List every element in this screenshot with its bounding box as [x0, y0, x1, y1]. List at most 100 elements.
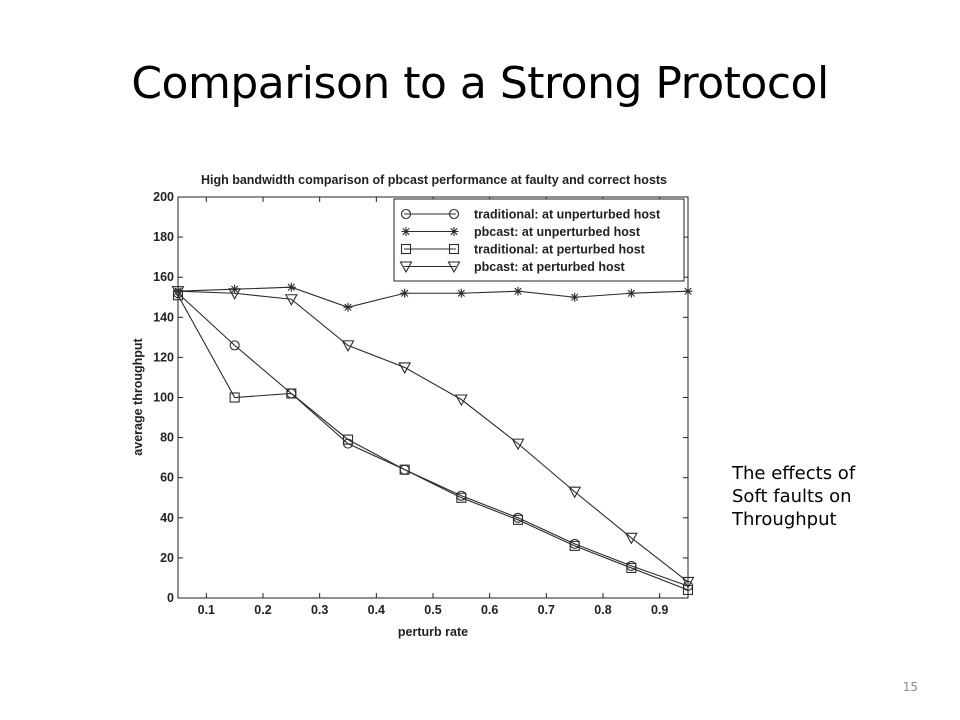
data-point [399, 464, 410, 475]
side-note: The effects of Soft faults on Throughput [732, 462, 892, 531]
square-marker-shape [626, 562, 637, 573]
legend-entry: pbcast: at unperturbed host [401, 225, 641, 239]
square-marker-shape [448, 243, 460, 255]
x-tick-label: 0.9 [651, 603, 668, 617]
triangle-marker-shape [398, 362, 412, 375]
data-point [683, 286, 693, 296]
triangle-marker-shape [341, 340, 355, 353]
data-point [398, 362, 412, 375]
square-marker-shape [569, 540, 580, 551]
y-tick-label: 200 [153, 190, 174, 204]
series-line [177, 290, 689, 583]
legend-marker [449, 227, 459, 236]
star-marker-stroke [627, 289, 635, 297]
data-point [341, 340, 355, 353]
square-marker-shape [286, 388, 297, 399]
legend-entry: traditional: at perturbed host [400, 243, 646, 257]
x-axis-label: perturb rate [398, 625, 468, 639]
x-tick-label: 0.6 [481, 603, 498, 617]
star-marker-stroke [571, 293, 579, 301]
x-tick-label: 0.4 [368, 603, 385, 617]
series-line [177, 294, 689, 591]
data-point [682, 584, 694, 596]
side-note-line-3: Throughput [732, 509, 837, 530]
circle-marker-shape [229, 340, 240, 351]
star-marker-stroke [457, 289, 465, 297]
data-point [400, 288, 410, 298]
triangle-marker-shape [681, 576, 695, 589]
square-marker-shape [400, 243, 412, 255]
star-marker-stroke [684, 287, 692, 295]
y-tick-label: 180 [153, 230, 174, 244]
y-tick-label: 120 [153, 350, 174, 364]
slide-title: Comparison to a Strong Protocol [131, 58, 829, 109]
x-tick-label: 0.8 [594, 603, 611, 617]
triangle-marker-shape [454, 394, 468, 407]
square-marker-shape [172, 290, 184, 301]
data-point [626, 288, 636, 298]
star-marker-stroke [401, 289, 409, 297]
legend-marker [448, 243, 460, 255]
data-point [454, 394, 468, 407]
y-tick-label: 0 [167, 591, 174, 605]
y-tick-label: 60 [160, 471, 174, 485]
legend-label: traditional: at unperturbed host [474, 208, 661, 222]
data-point [626, 562, 637, 573]
data-point [228, 288, 242, 300]
triangle-marker-shape [447, 261, 461, 274]
legend-entry: traditional: at unperturbed host [400, 208, 661, 222]
x-tick-label: 0.1 [198, 603, 215, 617]
slide-number: 15 [902, 680, 918, 694]
circle-marker-shape [400, 208, 412, 220]
y-tick-label: 160 [153, 270, 174, 284]
triangle-marker-shape [284, 294, 298, 306]
data-point [343, 302, 353, 312]
series-layer [171, 282, 695, 596]
x-tick-label: 0.3 [311, 603, 328, 617]
data-point [456, 288, 466, 298]
data-point [286, 388, 297, 399]
square-marker-shape [512, 514, 524, 525]
side-note-line-2: Soft faults on [732, 486, 852, 507]
y-tick-label: 100 [153, 391, 174, 405]
series-2 [172, 290, 694, 596]
star-marker-stroke [344, 303, 352, 311]
triangle-marker-shape [624, 532, 638, 545]
square-marker-shape [399, 464, 410, 475]
data-point [569, 540, 580, 551]
series-line [177, 292, 689, 587]
data-point [511, 438, 525, 451]
star-marker-stroke [287, 283, 295, 291]
data-point [284, 294, 298, 306]
data-point [456, 492, 467, 503]
legend-marker [447, 261, 461, 274]
legend-label: traditional: at perturbed host [474, 243, 646, 257]
legend-marker [448, 208, 460, 220]
legend-marker [400, 243, 412, 255]
series-line [177, 286, 689, 308]
square-marker-shape [342, 434, 354, 445]
triangle-marker-shape [171, 286, 185, 298]
data-point [229, 340, 240, 351]
legend-entry: pbcast: at perturbed host [399, 260, 626, 274]
triangle-marker-shape [228, 288, 242, 300]
legend-marker [401, 227, 411, 236]
square-marker-shape [682, 584, 694, 596]
star-marker-stroke [402, 227, 410, 236]
legend-marker [400, 208, 412, 220]
data-point [171, 286, 185, 298]
y-tick-label: 20 [160, 551, 174, 565]
legend-box [393, 198, 685, 282]
x-tick-label: 0.2 [254, 603, 271, 617]
square-marker-shape [229, 392, 240, 403]
data-point [512, 514, 524, 525]
data-point [286, 282, 296, 292]
triangle-marker-shape [399, 261, 413, 274]
data-point [681, 576, 695, 589]
data-point [513, 286, 523, 296]
legend-label: pbcast: at perturbed host [474, 260, 626, 274]
series-1 [173, 282, 693, 312]
data-point [229, 392, 240, 403]
legend: traditional: at unperturbed host pbcast: … [393, 198, 685, 282]
